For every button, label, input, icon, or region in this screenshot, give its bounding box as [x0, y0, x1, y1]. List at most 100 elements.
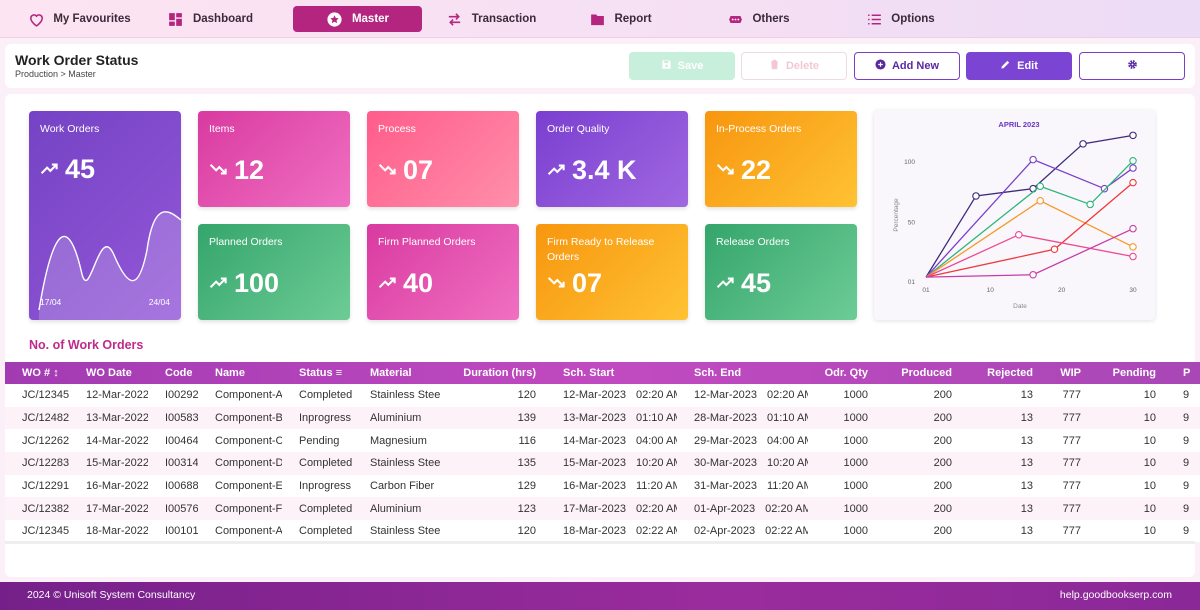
nav-report[interactable]: Report: [582, 6, 658, 32]
cell-odr-qty: 1000: [843, 389, 868, 402]
card-value: 45: [741, 268, 772, 298]
chart-point-series-6[interactable]: [1129, 252, 1137, 261]
card-label: Firm Planned Orders: [378, 236, 476, 248]
chart-point-series-5[interactable]: [1129, 178, 1137, 187]
card-process[interactable]: Process 07: [367, 111, 519, 207]
cell-rejected: 13: [1020, 389, 1033, 402]
cell-pending: 10: [1143, 457, 1156, 470]
table-row[interactable]: JC/12291 16-Mar-2022 I00688 Component-E Inpr…: [5, 474, 1200, 498]
chart-point-series-5[interactable]: [1050, 245, 1059, 254]
cell-produced: 200: [933, 480, 952, 493]
column-header-sch-start[interactable]: Sch. Start: [563, 367, 615, 379]
cell-wip: 777: [1062, 525, 1081, 538]
nav-others[interactable]: Others: [722, 6, 794, 32]
table-row[interactable]: JC/12283 15-Mar-2022 I00314 Component-D Comp…: [5, 452, 1200, 475]
card-planned-orders[interactable]: Planned Orders 100: [198, 224, 350, 320]
chart-series-line-4: [925, 200, 1134, 278]
chart-point-series-6[interactable]: [1015, 230, 1023, 239]
column-header-wo[interactable]: WO # ↕: [22, 367, 59, 379]
content-panel: Work Orders 45 17/04 24/04 Items 12 Proc…: [5, 94, 1200, 577]
table-row[interactable]: JC/12262 14-Mar-2022 I00464 Component-C Pend…: [5, 429, 1200, 453]
card-label: Process: [378, 123, 416, 135]
card-value: 07: [403, 155, 434, 185]
column-header-name[interactable]: Name: [215, 367, 245, 379]
chart-point-series-2[interactable]: [1100, 184, 1109, 193]
chart-point-series-4[interactable]: [1129, 243, 1137, 251]
edit-button[interactable]: Edit: [966, 52, 1072, 80]
table-row[interactable]: JC/12345 18-Mar-2022 I00101 Component-A Comp…: [5, 520, 1200, 542]
column-header-material[interactable]: Material: [370, 367, 412, 379]
column-header-status[interactable]: Status ≡: [299, 367, 343, 379]
column-header-p[interactable]: P: [1183, 367, 1191, 379]
nav-label: Others: [752, 13, 790, 25]
chart-point-series-2[interactable]: [1129, 164, 1137, 172]
card-in-process-orders[interactable]: In-Process Orders 22: [705, 111, 857, 207]
chart-point-series-1[interactable]: [972, 192, 980, 200]
delete-button[interactable]: Delete: [741, 52, 847, 80]
column-header-sch-end[interactable]: Sch. End: [694, 367, 742, 379]
card-firm-ready-to-release[interactable]: Firm Ready to Release Orders 07: [536, 224, 688, 320]
table-row[interactable]: JC/12382 17-Mar-2022 I00576 Component-F Comp…: [5, 497, 1200, 521]
cell-p: 9: [1183, 480, 1190, 493]
column-header-duration[interactable]: Duration (hrs): [463, 367, 536, 379]
horizontal-scrollbar[interactable]: [5, 541, 1195, 544]
chart-point-series-7[interactable]: [1029, 270, 1037, 279]
card-firm-planned-orders[interactable]: Firm Planned Orders 40: [367, 224, 519, 320]
column-header-wip[interactable]: WIP: [1060, 367, 1081, 379]
sparkline-end-date: 24/04: [148, 297, 170, 307]
nav-transaction[interactable]: Transaction: [440, 6, 542, 32]
cell-wip: 777: [1062, 502, 1081, 515]
cell-p: 9: [1183, 389, 1190, 402]
card-items[interactable]: Items 12: [198, 111, 350, 207]
table-row[interactable]: JC/12482 13-Mar-2022 I00583 Component-B Inpr…: [5, 406, 1200, 430]
chart-point-series-1[interactable]: [1129, 131, 1137, 140]
chart-point-series-3[interactable]: [1036, 182, 1044, 190]
save-button[interactable]: Save: [629, 52, 735, 80]
cell-odr-qty: 1000: [843, 434, 868, 447]
cell-wo-date: 18-Mar-2022: [86, 525, 148, 538]
cell-name: Component-D: [215, 457, 282, 470]
trend-up-icon: [378, 268, 397, 299]
cell-duration: 129: [517, 480, 536, 493]
column-header-rejected[interactable]: Rejected: [987, 367, 1033, 379]
cell-material: Stainless Steel: [370, 389, 441, 402]
nav-options[interactable]: Options: [862, 6, 938, 32]
nav-master[interactable]: Master: [293, 6, 422, 32]
chart-point-series-7[interactable]: [1129, 224, 1137, 233]
cell-wip: 777: [1062, 412, 1081, 425]
cell-code: I00314: [165, 457, 198, 470]
chart-point-series-1[interactable]: [1079, 140, 1087, 148]
chart-point-series-4[interactable]: [1036, 197, 1044, 205]
cell-status: Pending: [299, 434, 340, 447]
card-release-orders[interactable]: Release Orders 45: [705, 224, 857, 320]
column-header-wo-date[interactable]: WO Date: [86, 367, 132, 379]
cell-odr-qty: 1000: [843, 502, 868, 515]
column-header-produced[interactable]: Produced: [901, 367, 952, 379]
card-work-orders[interactable]: Work Orders 45 17/04 24/04: [29, 111, 181, 320]
chart-title: APRIL 2023: [998, 120, 1039, 129]
chart-point-series-2[interactable]: [1029, 155, 1037, 164]
add-new-button[interactable]: Add New: [854, 52, 960, 80]
column-header-code[interactable]: Code: [165, 367, 193, 379]
chart-point-series-3[interactable]: [1086, 200, 1094, 209]
help-link[interactable]: help.goodbookserp.com: [1059, 589, 1172, 601]
footer: 2024 © Unisoft System Consultancy help.g…: [0, 582, 1200, 610]
table-row[interactable]: JC/12345 12-Mar-2022 I00292 Component-A Comp…: [5, 384, 1200, 407]
column-header-pending[interactable]: Pending: [1112, 367, 1156, 379]
card-value: 07: [572, 268, 603, 298]
nav-dashboard[interactable]: Dashboard: [160, 6, 260, 32]
settings-button[interactable]: [1079, 52, 1185, 80]
card-label: In-Process Orders: [716, 123, 802, 135]
column-header-odr-qty[interactable]: Odr. Qty: [824, 367, 868, 379]
card-order-quality[interactable]: Order Quality 3.4 K: [536, 111, 688, 207]
filter-icon[interactable]: ≡: [335, 367, 343, 379]
card-label: Planned Orders: [209, 236, 283, 248]
heart-icon: [27, 10, 45, 28]
nav-my-favourites[interactable]: My Favourites: [20, 6, 138, 32]
chart-point-series-3[interactable]: [1129, 157, 1137, 165]
page-title: Work Order Status: [15, 52, 139, 68]
